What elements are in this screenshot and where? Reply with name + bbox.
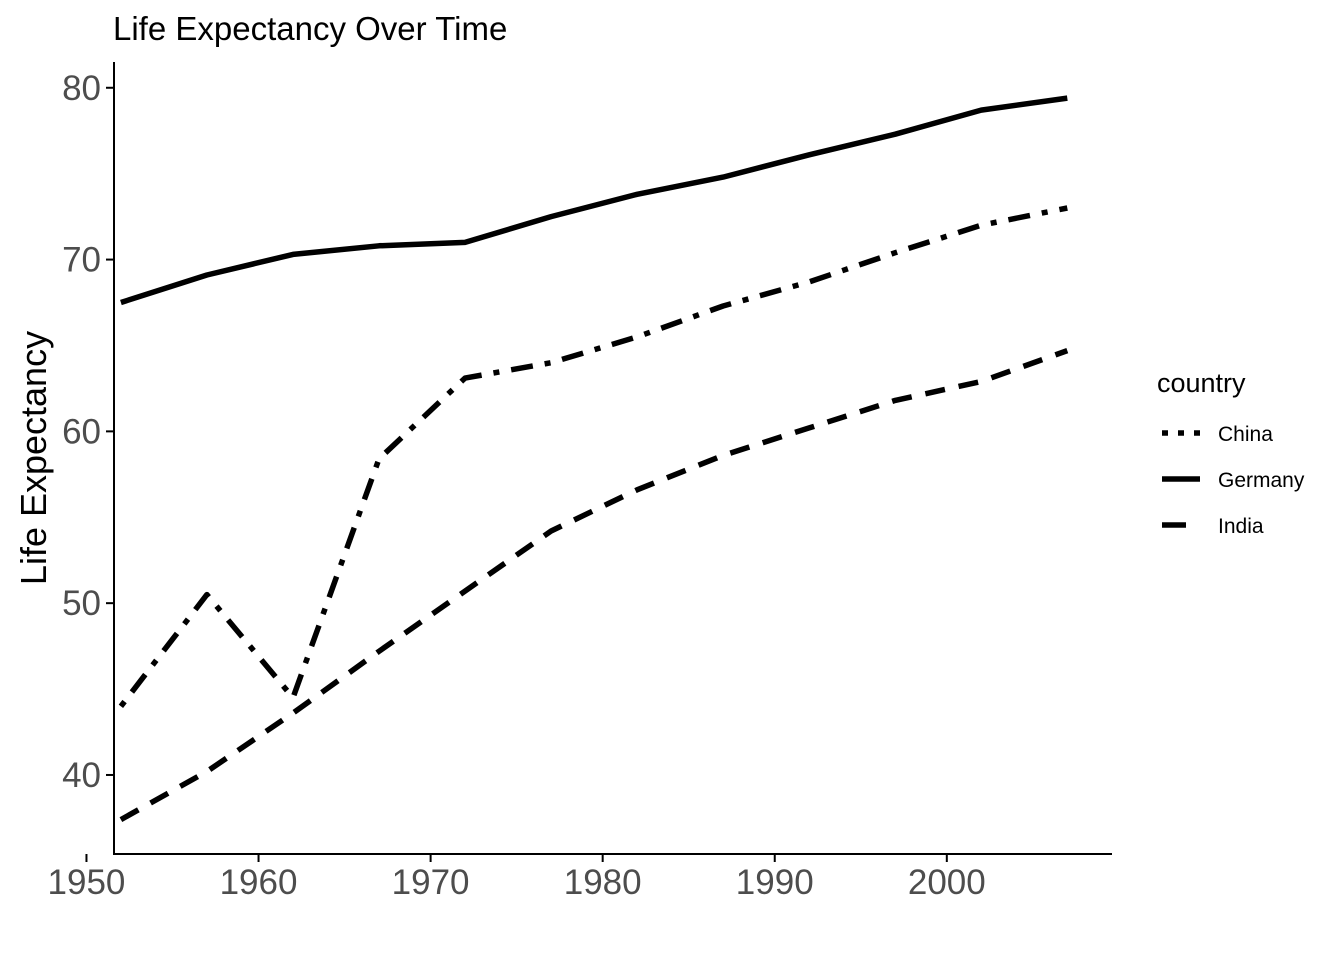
y-tick-label: 80 [62, 69, 101, 108]
y-tick-label: 50 [62, 584, 101, 623]
y-axis-title: Life Expectancy [13, 331, 54, 585]
x-tick-label: 2000 [908, 863, 986, 902]
legend-label-china: China [1218, 423, 1273, 446]
chart-title: Life Expectancy Over Time [113, 10, 507, 47]
legend-items: China Germany India [1162, 423, 1305, 538]
legend-title: country [1157, 368, 1246, 398]
y-tick-label: 60 [62, 412, 101, 451]
plot-lines [118, 95, 1069, 823]
legend-label-germany: Germany [1218, 469, 1305, 492]
legend: country China Germany India [1157, 368, 1305, 538]
series-line-china [118, 205, 1068, 708]
y-tick-label: 40 [62, 756, 101, 795]
x-axis-ticks: 1950 1960 1970 1980 1990 2000 [48, 854, 986, 902]
y-tick-label: 70 [62, 241, 101, 280]
legend-label-india: India [1218, 515, 1264, 538]
y-axis-ticks: 40 50 60 70 80 [62, 69, 114, 795]
x-tick-label: 1960 [220, 863, 298, 902]
x-tick-label: 1950 [48, 863, 126, 902]
x-tick-label: 1990 [736, 863, 814, 902]
x-tick-label: 1980 [564, 863, 642, 902]
series-line-india [119, 348, 1069, 823]
series-line-germany [120, 95, 1068, 306]
x-tick-label: 1970 [392, 863, 470, 902]
